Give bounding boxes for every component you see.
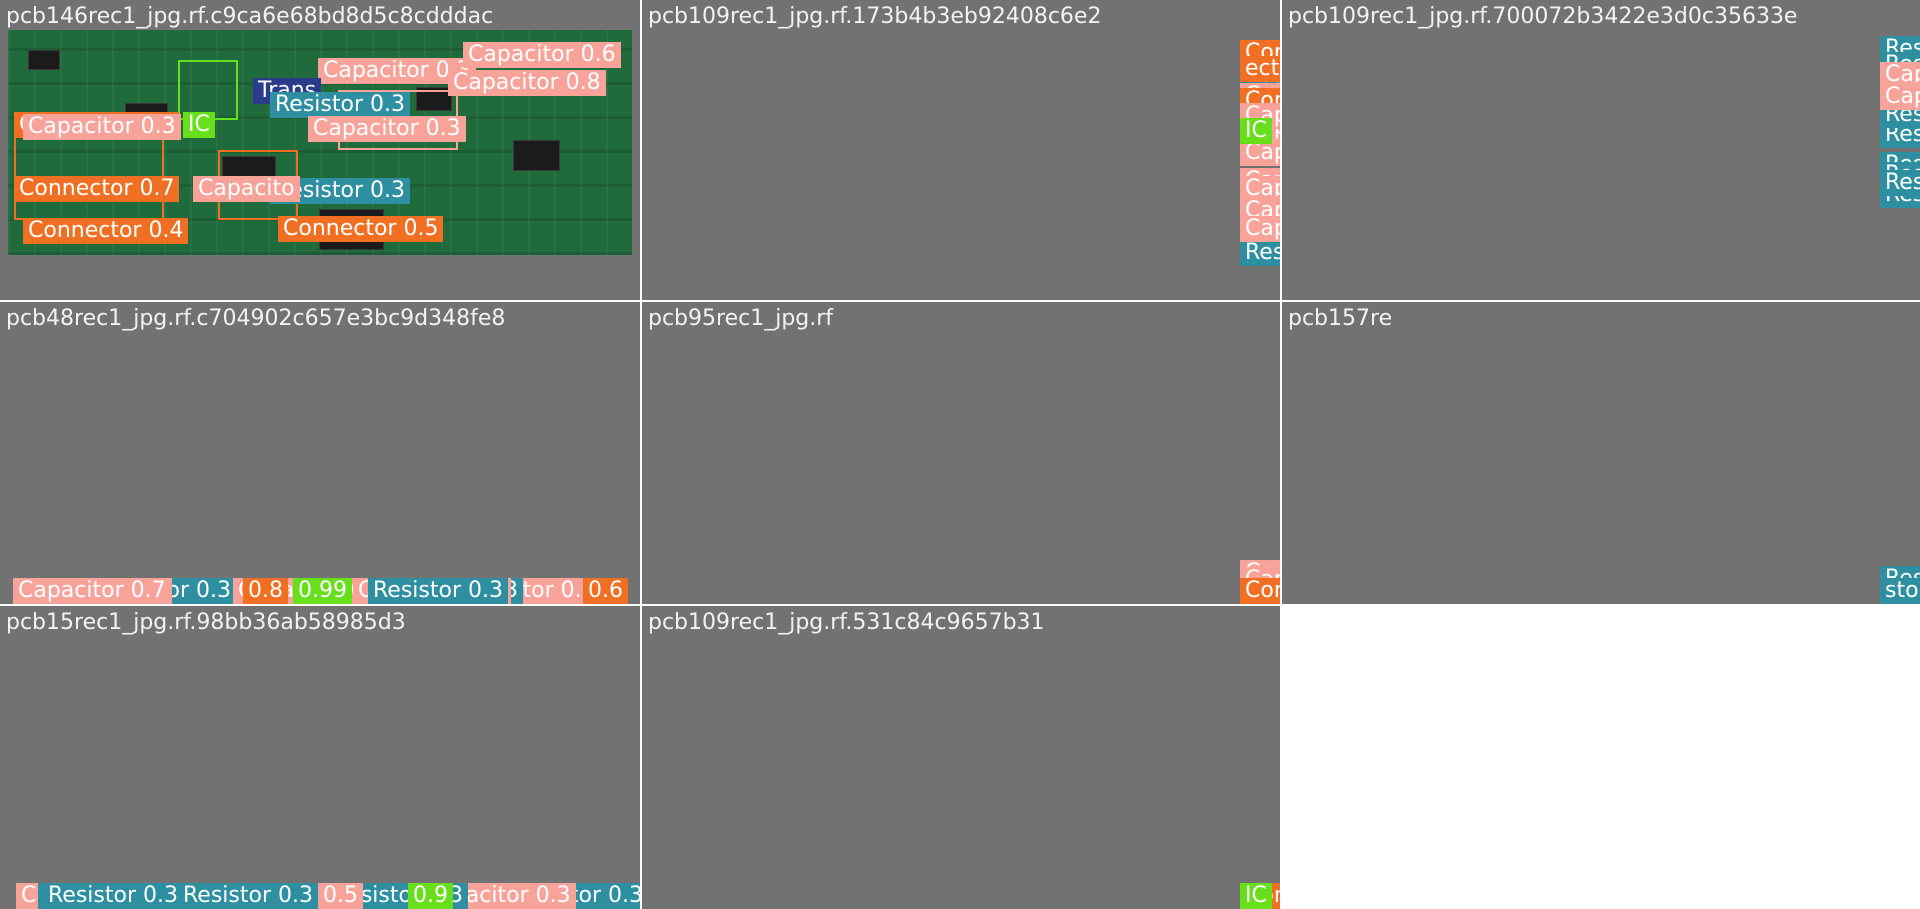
connector-detection-label: Connector 0.4 <box>23 218 189 244</box>
resistor-detection-label: Resistor 0.3 <box>178 883 318 909</box>
ic-bounding-box <box>178 60 238 120</box>
connector-detection-label: Connector 0.8 <box>1240 578 1280 604</box>
tile-filename-caption: pcb146rec1_jpg.rf.c9ca6e68bd8d5c8cdddac <box>6 4 494 29</box>
ic-detection-label: IC <box>1240 883 1272 909</box>
detection-tile: pcb109rec1_jpg.rf.700072b3422e3d0c35633e… <box>1282 0 1920 300</box>
ic-detection-label: 0.99 <box>293 578 352 604</box>
connector-detection-label: 0.8 <box>243 578 288 604</box>
resistor-detection-label: Resistor 0.3 <box>43 883 183 909</box>
pcb-component <box>513 140 560 171</box>
tile-filename-caption: pcb109rec1_jpg.rf.531c84c9657b31 <box>648 610 1045 635</box>
connector-detection-label: ector 0.7 <box>1240 56 1280 82</box>
resistor-detection-label: Resistor 0.3 <box>270 92 410 118</box>
resistor-detection-label: Resistor 0.3 <box>1240 240 1280 266</box>
tile-filename-caption: pcb157re <box>1288 306 1393 331</box>
connector-detection-label: Connector 0.5 <box>278 216 444 242</box>
capacitor-detection-label: Capacitor 0.3 <box>308 116 466 142</box>
capacitor-detection-label: Capacitor 0.3 <box>1240 140 1280 166</box>
ic-detection-label: 0.9 <box>408 883 453 909</box>
tile-filename-caption: pcb109rec1_jpg.rf.173b4b3eb92408c6e2 <box>648 4 1102 29</box>
detection-tile: pcb109rec1_jpg.rf.173b4b3eb92408c6e2Conn… <box>642 0 1280 300</box>
capacitor-detection-label: Capacitor 0.8 <box>448 70 606 96</box>
capacitor-detection-label: Capacitor 0.3 <box>23 114 181 140</box>
detection-tile: pcb15rec1_jpg.rf.98bb36ab58985d3Capacito… <box>0 606 640 909</box>
ic-detection-label: IC <box>1240 118 1272 144</box>
capacitor-detection-label: Capacitor 0 <box>1240 216 1280 242</box>
connector-detection-label: Connector 0.7 <box>14 176 180 202</box>
detection-tile: pcb146rec1_jpg.rf.c9ca6e68bd8d5c8cdddac C… <box>0 0 640 300</box>
detection-tile: pcb48rec1_jpg.rf.c704902c657e3bc9d348fe8… <box>0 302 640 604</box>
ic-detection-label: IC <box>183 112 215 138</box>
resistor-detection-label: Resistor 0.4 <box>1880 170 1920 196</box>
resistor-detection-label: Resistor 0.3 <box>368 578 508 604</box>
tile-filename-caption: pcb15rec1_jpg.rf.98bb36ab58985d3 <box>6 610 406 635</box>
connector-bounding-box <box>14 130 164 220</box>
capacitor-detection-label: Capacito <box>193 176 300 202</box>
detection-tile: pcb109rec1_jpg.rf.531c84c9657b31Capacito… <box>642 606 1280 909</box>
detection-tile: pcb95rec1_jpg.rfCapacitor 0.4Capacitor 0… <box>642 302 1280 604</box>
detection-tile: pcb157reConnector 0.9Connector 0.9Resist… <box>1282 302 1920 604</box>
pcb-component <box>28 50 60 70</box>
capacitor-detection-label: Capacitor 0.6 <box>463 42 621 68</box>
capacitor-detection-label: Capacitor <box>1880 84 1920 110</box>
connector-detection-label: 0.6 <box>583 578 628 604</box>
tile-filename-caption: pcb109rec1_jpg.rf.700072b3422e3d0c35633e <box>1288 4 1798 29</box>
resistor-detection-label: stor 0.3 <box>1880 578 1920 604</box>
capacitor-detection-label: Capacitor 0.7 <box>13 578 171 604</box>
tile-filename-caption: pcb95rec1_jpg.rf <box>648 306 834 331</box>
tile-filename-caption: pcb48rec1_jpg.rf.c704902c657e3bc9d348fe8 <box>6 306 506 331</box>
capacitor-detection-label: 0.5 <box>318 883 363 909</box>
